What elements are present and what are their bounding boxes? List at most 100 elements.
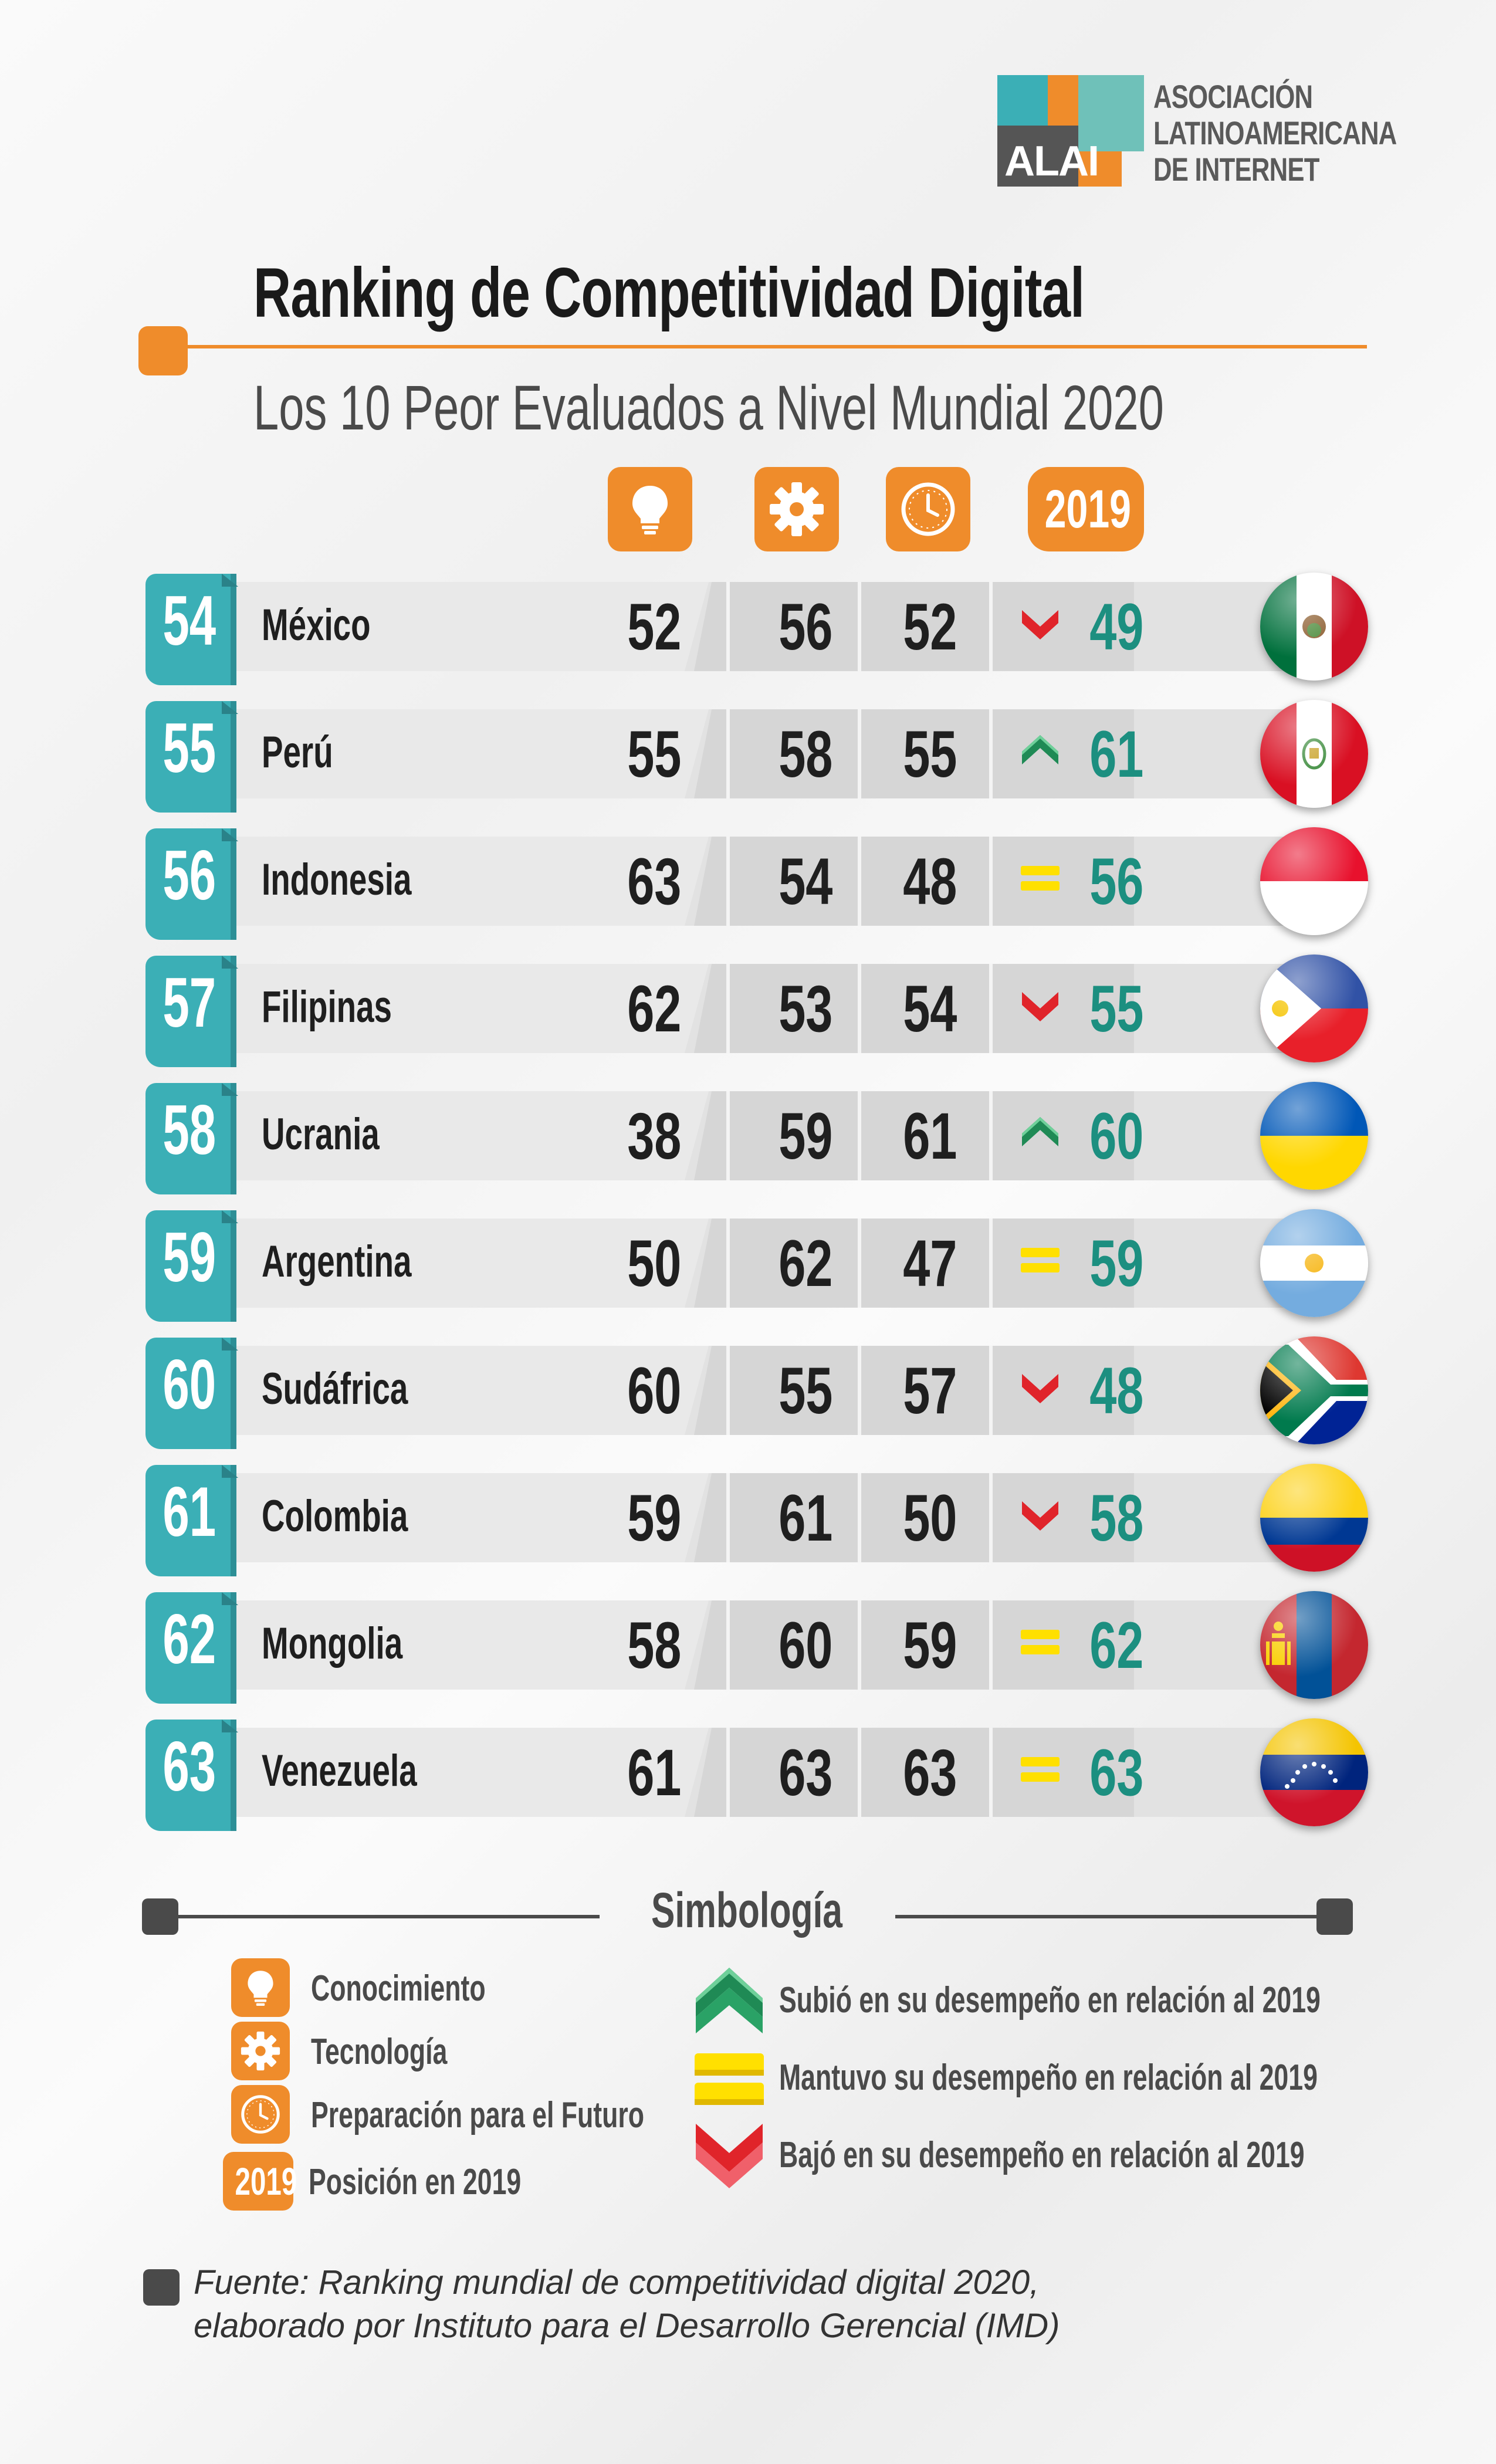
row-divider [726, 1600, 730, 1690]
score-future: 50 [902, 1481, 957, 1555]
row-divider [858, 1346, 861, 1435]
rank-number: 56 [163, 836, 216, 915]
row-background-light [228, 1473, 709, 1562]
clock-icon [901, 482, 955, 536]
rank-number: 63 [163, 1727, 216, 1806]
row-background-light [228, 709, 709, 798]
legend-down-label: Bajó en su desempeño en relación al 2019 [779, 2135, 1305, 2175]
source-line-2: elaborado por Instituto para el Desarrol… [194, 2307, 1060, 2345]
legend-right-knob [1316, 1898, 1353, 1935]
down-arrow-icon [1022, 1501, 1058, 1531]
row-divider [726, 964, 730, 1053]
rank-number: 59 [163, 1218, 216, 1297]
table-row: 61 Colombia 59 61 50 58 [145, 1464, 1368, 1576]
score-future: 48 [902, 845, 957, 918]
table-row: 59 Argentina 50 62 47 59 [145, 1209, 1368, 1322]
country-name: Colombia [262, 1491, 408, 1541]
score-knowledge: 60 [627, 1354, 682, 1427]
row-divider [858, 837, 861, 926]
score-technology: 63 [778, 1736, 833, 1809]
legend-future: Preparación para el Futuro [231, 2085, 759, 2144]
score-future: 57 [902, 1354, 957, 1427]
mexico-flag [1260, 573, 1368, 681]
rank-number: 54 [163, 581, 216, 660]
rank-number: 57 [163, 963, 216, 1042]
row-divider [858, 1728, 861, 1817]
row-divider [858, 1600, 861, 1690]
position-2019: 59 [1089, 1227, 1144, 1300]
philippines-flag [1260, 955, 1368, 1062]
table-row: 60 Sudáfrica 60 55 57 48 [145, 1336, 1368, 1449]
table-row: 58 Ucrania 38 59 61 60 [145, 1082, 1368, 1194]
row-background-light [228, 1219, 709, 1308]
logo-text: ASOCIACIÓN LATINOAMERICANA DE INTERNET [1153, 79, 1465, 188]
row-divider [858, 1091, 861, 1180]
rank-badge: 58 [145, 1083, 236, 1194]
argentina-flag [1260, 1209, 1368, 1317]
score-future: 47 [902, 1227, 957, 1300]
legend-up: Subió en su desempeño en relación al 201… [691, 1964, 1336, 2040]
row-divider [989, 709, 993, 798]
equal-icon [695, 2053, 764, 2105]
down-arrow-icon [1022, 1374, 1058, 1403]
row-score-band [694, 1219, 1134, 1308]
country-name: Ucrania [262, 1109, 380, 1159]
rank-number: 61 [163, 1473, 216, 1551]
position-2019: 49 [1089, 590, 1144, 664]
score-future: 59 [902, 1609, 957, 1682]
rank-badge: 57 [145, 956, 236, 1067]
country-name: Mongolia [262, 1619, 403, 1668]
source-marker [143, 2269, 180, 2306]
legend-year-badge-text: 2019 [235, 2160, 297, 2203]
row-divider [858, 964, 861, 1053]
legend-year: 2019 Posición en 2019 [223, 2152, 751, 2211]
equal-icon [1021, 866, 1060, 891]
score-knowledge: 59 [627, 1481, 682, 1555]
equal-icon [1021, 1248, 1060, 1272]
score-future: 63 [902, 1736, 957, 1809]
logo-line-1: ASOCIACIÓN [1153, 78, 1313, 115]
venezuela-flag [1260, 1718, 1368, 1826]
row-background-light [228, 837, 709, 926]
rank-number: 58 [163, 1091, 216, 1169]
position-2019: 63 [1089, 1736, 1144, 1809]
rank-number: 55 [163, 709, 216, 787]
down-arrow-icon [1022, 610, 1058, 639]
row-divider [858, 1473, 861, 1562]
row-score-band [694, 1346, 1134, 1435]
row-score-band [694, 837, 1134, 926]
row-divider [726, 1219, 730, 1308]
row-score-band [694, 1091, 1134, 1180]
rank-badge: 59 [145, 1210, 236, 1322]
row-divider [989, 582, 993, 671]
page-subtitle: Los 10 Peor Evaluados a Nivel Mundial 20… [253, 372, 1164, 443]
score-technology: 61 [778, 1481, 833, 1555]
row-divider [858, 709, 861, 798]
score-knowledge: 38 [627, 1099, 682, 1173]
table-row: 63 Venezuela 61 63 63 63 [145, 1718, 1368, 1831]
row-score-band [694, 1600, 1134, 1690]
row-divider [726, 1091, 730, 1180]
rank-number: 62 [163, 1600, 216, 1678]
row-background-light [228, 1091, 709, 1180]
up-arrow-icon [1022, 1117, 1058, 1146]
country-name: Filipinas [262, 982, 392, 1032]
row-score-band [694, 964, 1134, 1053]
position-2019: 61 [1089, 717, 1144, 791]
score-future: 54 [902, 972, 957, 1045]
table-row: 55 Perú 55 58 55 61 [145, 700, 1368, 813]
row-divider [726, 709, 730, 798]
legend-same: Mantuvo su desempeño en relación al 2019 [691, 2042, 1336, 2118]
header-future [886, 467, 970, 551]
position-2019: 55 [1089, 972, 1144, 1045]
table-row: 57 Filipinas 62 53 54 55 [145, 955, 1368, 1067]
ukraine-flag [1260, 1082, 1368, 1190]
alai-logo-mark: ALAI [997, 75, 1144, 187]
source-note: Fuente: Ranking mundial de competitivida… [194, 2261, 1060, 2348]
score-knowledge: 63 [627, 845, 682, 918]
logo-line-3: DE INTERNET [1153, 151, 1319, 188]
row-divider [989, 964, 993, 1053]
down-arrow-icon [1022, 992, 1058, 1021]
colombia-flag [1260, 1464, 1368, 1572]
lightbulb-icon [632, 486, 668, 534]
